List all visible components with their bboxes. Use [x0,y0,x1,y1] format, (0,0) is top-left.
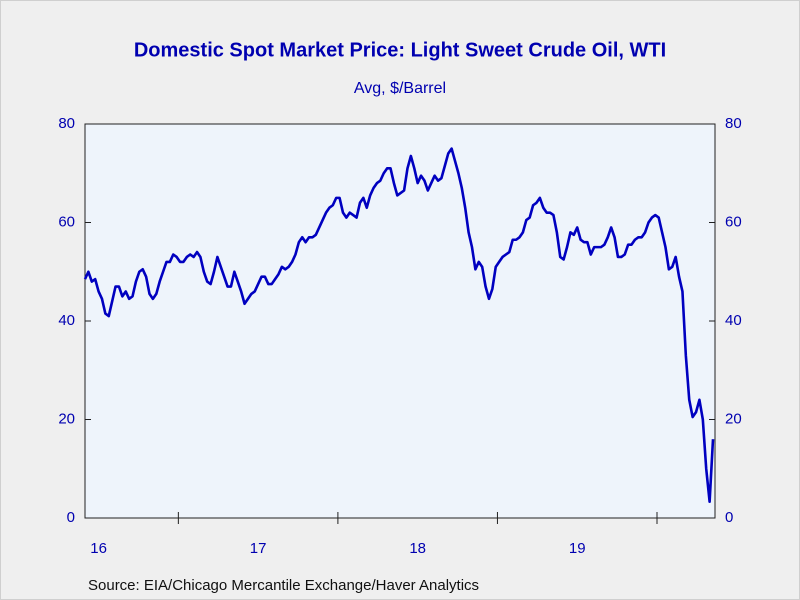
y-tick-label: 40 [58,312,75,329]
chart-subtitle: Avg, $/Barrel [354,80,446,97]
price-line [83,147,715,504]
x-tick-label: 16 [90,540,107,557]
y-tick-label: 0 [67,509,75,526]
y-tick-label: 20 [58,410,75,427]
chart-title: Domestic Spot Market Price: Light Sweet … [134,39,666,61]
y2-tick-label: 20 [725,410,742,427]
x-tick-label: 17 [250,540,267,557]
y-tick-label: 60 [58,213,75,230]
plot-area [84,123,716,519]
y2-tick-label: 80 [725,115,742,132]
x-tick-label: 18 [409,540,426,557]
source-note: Source: EIA/Chicago Mercantile Exchange/… [88,577,479,594]
y-tick-label: 80 [58,115,75,132]
y2-tick-label: 40 [725,312,742,329]
y2-tick-label: 60 [725,213,742,230]
y2-tick-label: 0 [725,509,733,526]
x-tick-label: 19 [569,540,586,557]
